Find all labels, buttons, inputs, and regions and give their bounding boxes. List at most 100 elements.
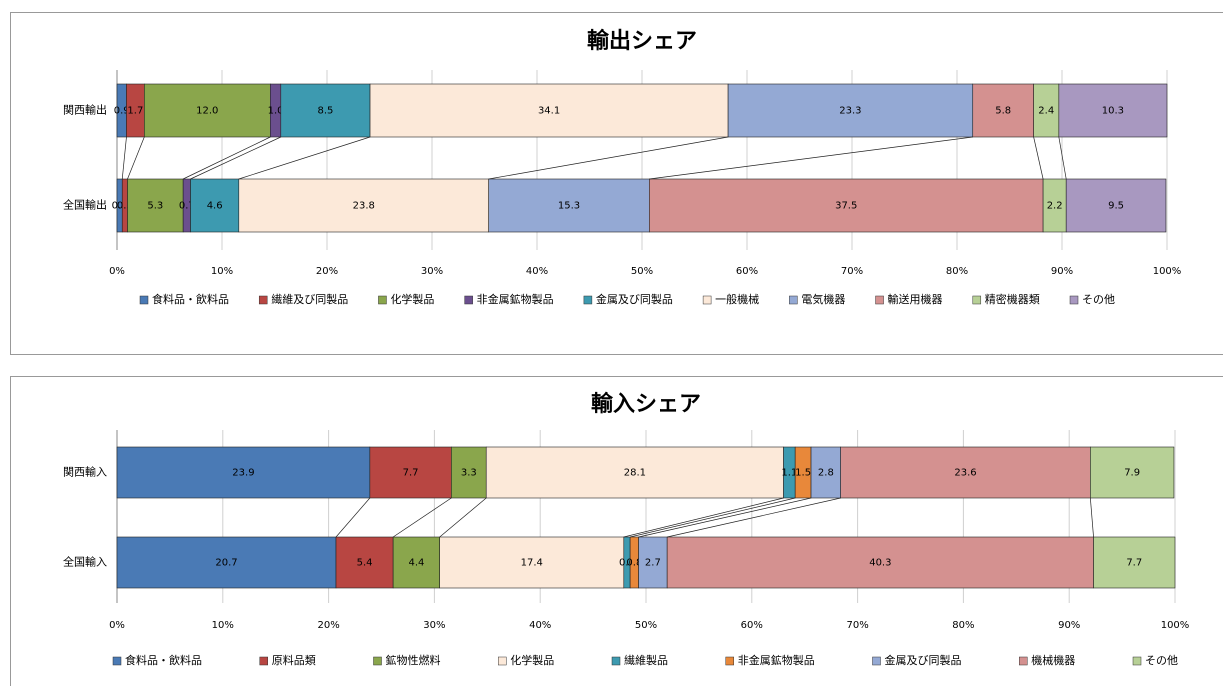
legend-label: 繊維製品 bbox=[624, 653, 668, 667]
bar-segment bbox=[1033, 83, 1060, 138]
data-label: 2.7 bbox=[645, 558, 661, 569]
data-label: 23.6 bbox=[954, 468, 976, 479]
legend-swatch bbox=[373, 656, 382, 666]
legend-swatch bbox=[259, 656, 268, 666]
legend-swatch bbox=[789, 295, 798, 305]
x-tick-label: 70% bbox=[846, 620, 868, 631]
data-label: 5.3 bbox=[147, 201, 163, 212]
data-label: 1.0 bbox=[268, 106, 284, 117]
x-tick-label: 80% bbox=[952, 620, 974, 631]
x-tick-label: 100% bbox=[1153, 266, 1182, 277]
legend-swatch bbox=[258, 295, 268, 305]
data-label: 2.2 bbox=[1047, 201, 1063, 212]
connector-line bbox=[190, 136, 281, 180]
x-tick-label: 10% bbox=[211, 266, 233, 277]
category-label: 全国輸入 bbox=[63, 555, 107, 569]
legend-label: 鉱物性燃料 bbox=[386, 653, 441, 667]
legend-swatch bbox=[702, 295, 712, 305]
connector-line bbox=[623, 497, 784, 538]
x-tick-label: 10% bbox=[212, 620, 234, 631]
x-tick-label: 70% bbox=[841, 266, 863, 277]
data-label: 34.1 bbox=[538, 106, 560, 117]
bar-segment bbox=[369, 446, 452, 499]
data-label: 1.7 bbox=[127, 106, 143, 117]
panel-frame bbox=[10, 12, 1223, 355]
legend-swatch bbox=[972, 295, 982, 305]
x-tick-label: 40% bbox=[526, 266, 548, 277]
connector-line bbox=[392, 497, 452, 538]
x-tick-label: 20% bbox=[317, 620, 339, 631]
bar-segment bbox=[335, 536, 394, 589]
x-tick-label: 30% bbox=[423, 620, 445, 631]
bar-segment bbox=[727, 83, 974, 138]
bar-segment bbox=[116, 536, 337, 589]
legend-swatch bbox=[464, 295, 473, 305]
x-tick-label: 30% bbox=[421, 266, 443, 277]
bar-segment bbox=[1093, 536, 1176, 589]
data-label: 0.6 bbox=[619, 558, 635, 569]
legend-label: 金属及び同製品 bbox=[885, 653, 962, 667]
x-tick-label: 20% bbox=[316, 266, 338, 277]
legend-label: 一般機械 bbox=[715, 292, 759, 306]
connector-line bbox=[439, 497, 487, 538]
bar-segment bbox=[127, 178, 184, 233]
bar-segment bbox=[485, 446, 784, 499]
legend-swatch bbox=[112, 656, 122, 666]
data-label: 15.3 bbox=[558, 201, 580, 212]
x-tick-label: 40% bbox=[529, 620, 551, 631]
data-label: 2.8 bbox=[818, 468, 834, 479]
data-label: 2.4 bbox=[1038, 106, 1054, 117]
legend-label: 機械機器 bbox=[1031, 653, 1075, 667]
legend-swatch bbox=[872, 656, 881, 666]
legend-label: 原料品類 bbox=[272, 653, 316, 667]
bar-segment bbox=[369, 83, 729, 138]
connector-line bbox=[667, 497, 841, 538]
connector-line bbox=[1090, 497, 1094, 538]
bar-segment bbox=[144, 83, 271, 138]
legend-swatch bbox=[139, 295, 149, 305]
legend-label: その他 bbox=[1145, 654, 1178, 667]
x-tick-label: 100% bbox=[1161, 620, 1190, 631]
data-label: 7.7 bbox=[403, 468, 419, 479]
data-label: 0.9 bbox=[114, 106, 130, 117]
chart-title: 輸入シェア bbox=[591, 391, 701, 417]
data-label: 20.7 bbox=[215, 558, 237, 569]
legend-label: 電気機器 bbox=[801, 292, 845, 306]
x-tick-label: 60% bbox=[736, 266, 758, 277]
bar-segment bbox=[1058, 83, 1168, 138]
connector-line bbox=[182, 136, 271, 180]
data-label: 1.5 bbox=[795, 468, 811, 479]
bar-segment bbox=[1065, 178, 1167, 233]
x-tick-label: 0% bbox=[109, 620, 125, 631]
legend-swatch bbox=[875, 295, 884, 305]
data-label: 7.9 bbox=[1124, 468, 1140, 479]
data-label: 12.0 bbox=[196, 106, 218, 117]
legend-label: その他 bbox=[1082, 293, 1115, 306]
connector-line bbox=[1058, 136, 1067, 180]
data-label: 23.9 bbox=[232, 468, 254, 479]
bar-segment bbox=[972, 83, 1034, 138]
bar-segment bbox=[238, 178, 489, 233]
legend-swatch bbox=[611, 656, 621, 666]
legend-swatch bbox=[1069, 295, 1079, 305]
data-label: 5.4 bbox=[357, 558, 373, 569]
connector-line bbox=[488, 136, 729, 180]
bar-segment bbox=[649, 178, 1044, 233]
data-label: 0.5 bbox=[112, 201, 128, 212]
data-label: 40.3 bbox=[869, 558, 891, 569]
x-tick-label: 50% bbox=[635, 620, 657, 631]
x-tick-label: 60% bbox=[741, 620, 763, 631]
data-label: 0.8 bbox=[626, 558, 642, 569]
x-tick-label: 0% bbox=[109, 266, 125, 277]
data-label: 0.5 bbox=[117, 201, 133, 212]
data-label: 10.3 bbox=[1102, 106, 1124, 117]
connector-line bbox=[1033, 136, 1044, 180]
bar-segment bbox=[280, 83, 371, 138]
data-label: 4.6 bbox=[207, 201, 223, 212]
bar-segment bbox=[116, 446, 371, 499]
legend-label: 繊維及び同製品 bbox=[271, 292, 348, 306]
legend-label: 食料品・飲料品 bbox=[152, 292, 229, 306]
legend-swatch bbox=[1132, 656, 1142, 666]
connector-line bbox=[127, 136, 145, 180]
